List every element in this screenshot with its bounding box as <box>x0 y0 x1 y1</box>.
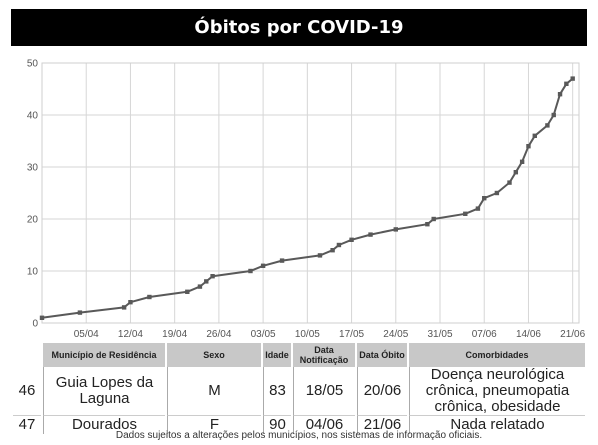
x-tick-label: 17/05 <box>339 329 364 340</box>
data-point <box>349 237 354 242</box>
table-row: 46 Guia Lopes da Laguna M 83 18/05 20/06… <box>13 367 585 416</box>
data-point <box>482 196 487 201</box>
y-tick-label: 40 <box>27 111 39 122</box>
series-deaths <box>39 76 575 320</box>
deaths-table: Município de Residência Sexo Idade Data … <box>11 343 587 434</box>
series-line <box>41 77 574 319</box>
cell-sexo: F <box>167 416 261 434</box>
cell-municipio: Guia Lopes da Laguna <box>43 367 165 416</box>
x-tick-label: 07/06 <box>472 329 497 340</box>
data-point <box>260 263 266 268</box>
data-point <box>564 81 569 86</box>
data-point <box>519 159 525 164</box>
data-point <box>77 310 83 315</box>
data-point <box>494 190 500 196</box>
data-point <box>393 227 398 232</box>
cell-comorbidades: Nada relatado <box>409 416 585 434</box>
table-row: 47 Dourados F 90 04/06 21/06 Nada relata… <box>13 416 585 434</box>
data-point <box>317 253 323 258</box>
cell-data-notificacao: 18/05 <box>293 367 355 416</box>
axes <box>41 62 580 324</box>
cell-data-obito: 20/06 <box>357 367 407 416</box>
data-point <box>279 258 285 263</box>
y-tick-label: 50 <box>27 59 39 70</box>
y-tick-label: 0 <box>32 319 38 330</box>
header-data-obito: Data Óbito <box>357 343 407 367</box>
data-point <box>185 289 190 294</box>
data-point <box>532 133 537 138</box>
cell-data-obito: 21/06 <box>357 416 407 434</box>
data-point <box>545 123 550 128</box>
row-number: 46 <box>13 367 41 416</box>
plot-frame <box>41 62 580 324</box>
line-chart: 0 10 20 30 40 50 05/04 12/04 19/04 26/04 03/05 10/… <box>27 59 586 341</box>
data-point <box>551 112 556 118</box>
cell-data-notificacao: 04/06 <box>293 416 355 434</box>
cell-sexo: M <box>167 367 261 416</box>
y-tick-label: 20 <box>27 215 39 226</box>
chart-title: Óbitos por COVID-19 <box>11 9 587 46</box>
cell-comorbidades: Doença neurológica crônica, pneumopatia … <box>409 367 585 416</box>
x-tick-label: 31/05 <box>427 329 452 340</box>
x-tick-label: 26/04 <box>206 329 231 340</box>
x-tick-label: 21/06 <box>560 329 585 340</box>
header-idade: Idade <box>263 343 291 367</box>
data-point <box>147 294 152 300</box>
data-point <box>475 206 481 211</box>
data-point <box>513 170 519 175</box>
header-municipio: Município de Residência <box>43 343 165 367</box>
x-tick-label: 19/04 <box>162 329 187 340</box>
x-tick-label: 14/06 <box>516 329 541 340</box>
y-tick-label: 10 <box>27 267 39 278</box>
x-tick-label: 24/05 <box>383 329 408 340</box>
row-number: 47 <box>13 416 41 434</box>
y-axis-tick-labels: 0 10 20 30 40 50 <box>27 59 39 330</box>
header-sexo: Sexo <box>167 343 261 367</box>
data-point <box>557 92 563 97</box>
x-tick-label: 12/04 <box>118 329 143 340</box>
cell-idade: 83 <box>263 367 291 416</box>
data-point <box>526 144 531 149</box>
row-number-header <box>13 343 41 367</box>
header-data-notificacao: Data Notificação <box>293 343 355 367</box>
y-tick-label: 30 <box>27 163 39 174</box>
footer-note: Dados sujeitos a alterações pelos municí… <box>115 430 483 441</box>
header-comorbidades: Comorbidades <box>409 343 585 367</box>
data-point <box>330 248 335 253</box>
data-point <box>210 274 215 279</box>
data-point <box>121 305 127 310</box>
x-axis-tick-labels: 05/04 12/04 19/04 26/04 03/05 10/05 17/05 24/05… <box>74 329 586 340</box>
data-point <box>570 76 575 81</box>
data-point <box>425 222 430 227</box>
data-point <box>197 284 203 289</box>
data-point <box>128 300 133 305</box>
data-point <box>368 232 373 237</box>
data-point <box>507 180 512 185</box>
data-point <box>431 216 436 222</box>
data-point <box>248 268 253 274</box>
data-point <box>39 315 45 320</box>
data-point <box>463 211 468 216</box>
x-tick-label: 10/05 <box>295 329 320 340</box>
data-point <box>204 279 209 284</box>
x-tick-label: 05/04 <box>74 329 99 340</box>
cell-municipio: Dourados <box>43 416 165 434</box>
data-point <box>336 242 342 248</box>
x-tick-label: 03/05 <box>251 329 276 340</box>
cell-idade: 90 <box>263 416 291 434</box>
